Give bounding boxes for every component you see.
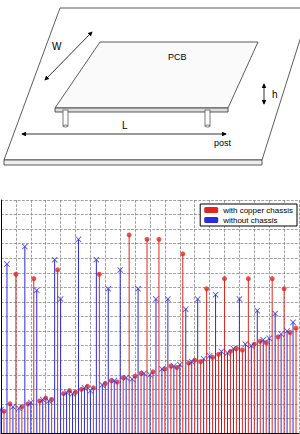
svg-text:h: h	[272, 89, 278, 100]
svg-text:post: post	[214, 138, 232, 148]
svg-text:W: W	[52, 41, 62, 52]
svg-text:with copper chassis: with copper chassis	[222, 206, 293, 215]
svg-text:PCB: PCB	[168, 52, 187, 62]
svg-text:without chassis: without chassis	[222, 216, 277, 225]
svg-text:L: L	[122, 120, 128, 131]
